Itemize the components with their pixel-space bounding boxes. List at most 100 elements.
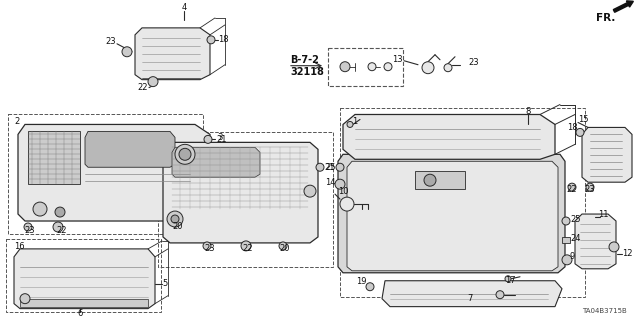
Circle shape — [562, 255, 572, 265]
Circle shape — [171, 215, 179, 223]
Circle shape — [33, 202, 47, 216]
Bar — [8, 115, 203, 234]
Polygon shape — [347, 161, 558, 271]
Circle shape — [422, 62, 434, 74]
Polygon shape — [172, 147, 260, 177]
Circle shape — [505, 276, 511, 282]
Text: 22: 22 — [57, 226, 67, 235]
Circle shape — [241, 241, 251, 251]
Text: 5: 5 — [162, 279, 167, 288]
Text: 25: 25 — [570, 214, 580, 224]
Circle shape — [340, 62, 350, 72]
Polygon shape — [28, 131, 80, 184]
Polygon shape — [85, 131, 175, 167]
Bar — [340, 108, 585, 297]
Polygon shape — [338, 154, 565, 273]
Text: 25: 25 — [326, 163, 336, 172]
Polygon shape — [18, 124, 210, 221]
Circle shape — [304, 185, 316, 197]
Text: 15: 15 — [578, 115, 589, 124]
Text: 22: 22 — [138, 83, 148, 92]
FancyArrow shape — [613, 1, 634, 12]
Text: 32118: 32118 — [290, 67, 324, 77]
Circle shape — [576, 129, 584, 137]
Text: 3: 3 — [218, 133, 223, 142]
Bar — [328, 48, 403, 85]
Circle shape — [609, 242, 619, 252]
Circle shape — [203, 242, 211, 250]
Polygon shape — [135, 28, 210, 80]
Text: 19: 19 — [356, 277, 367, 286]
Circle shape — [424, 174, 436, 186]
Circle shape — [179, 148, 191, 160]
Circle shape — [340, 197, 354, 211]
Text: 18: 18 — [568, 123, 578, 132]
Circle shape — [444, 64, 452, 72]
Text: 2: 2 — [14, 117, 19, 126]
Bar — [562, 237, 570, 243]
Polygon shape — [382, 281, 562, 307]
Polygon shape — [14, 249, 155, 308]
Text: 16: 16 — [14, 242, 24, 251]
Circle shape — [335, 179, 345, 189]
Text: TA04B3715B: TA04B3715B — [582, 308, 627, 314]
Text: 21: 21 — [216, 135, 227, 144]
Text: 1: 1 — [352, 117, 357, 126]
Text: 8: 8 — [525, 107, 531, 116]
Circle shape — [316, 163, 324, 171]
Text: 13: 13 — [392, 55, 403, 64]
Circle shape — [366, 283, 374, 291]
Polygon shape — [575, 214, 616, 269]
Circle shape — [122, 47, 132, 57]
Circle shape — [368, 63, 376, 71]
Circle shape — [347, 122, 353, 127]
Circle shape — [496, 291, 504, 299]
Text: 24: 24 — [570, 234, 580, 243]
Text: 6: 6 — [77, 309, 83, 318]
Circle shape — [167, 211, 183, 227]
Polygon shape — [582, 127, 632, 182]
Circle shape — [568, 183, 576, 191]
Bar — [6, 239, 161, 312]
Text: 21: 21 — [324, 163, 335, 172]
Text: B-7-2: B-7-2 — [290, 55, 319, 65]
Text: 22: 22 — [567, 185, 577, 194]
Text: 23: 23 — [468, 58, 479, 67]
Polygon shape — [343, 115, 555, 159]
Text: 23: 23 — [106, 37, 116, 46]
Circle shape — [279, 242, 287, 250]
Circle shape — [207, 36, 215, 44]
Text: FR.: FR. — [596, 13, 616, 23]
Circle shape — [53, 222, 63, 232]
Circle shape — [384, 63, 392, 71]
Circle shape — [148, 77, 158, 87]
Text: 23: 23 — [205, 244, 215, 253]
Text: 23: 23 — [25, 226, 35, 235]
Text: 18: 18 — [218, 35, 228, 44]
Text: 9: 9 — [570, 252, 575, 261]
Text: 23: 23 — [585, 185, 595, 194]
Text: 22: 22 — [243, 244, 253, 253]
Bar — [20, 299, 148, 307]
Text: 7: 7 — [467, 294, 473, 303]
Circle shape — [562, 217, 570, 225]
Text: 17: 17 — [505, 276, 515, 285]
Text: 12: 12 — [622, 249, 632, 258]
Circle shape — [24, 223, 32, 231]
Bar — [415, 171, 465, 189]
Circle shape — [55, 207, 65, 217]
Bar — [158, 132, 333, 267]
Text: 11: 11 — [598, 210, 609, 219]
Circle shape — [175, 145, 195, 164]
Polygon shape — [163, 142, 318, 243]
Circle shape — [171, 219, 179, 227]
Circle shape — [336, 163, 344, 171]
Text: 20: 20 — [173, 222, 183, 232]
Text: 14: 14 — [326, 178, 336, 187]
Circle shape — [204, 135, 212, 143]
Circle shape — [586, 183, 594, 191]
Circle shape — [20, 294, 30, 304]
Text: 4: 4 — [181, 4, 187, 12]
Text: 20: 20 — [280, 244, 291, 253]
Text: 10: 10 — [338, 187, 349, 196]
